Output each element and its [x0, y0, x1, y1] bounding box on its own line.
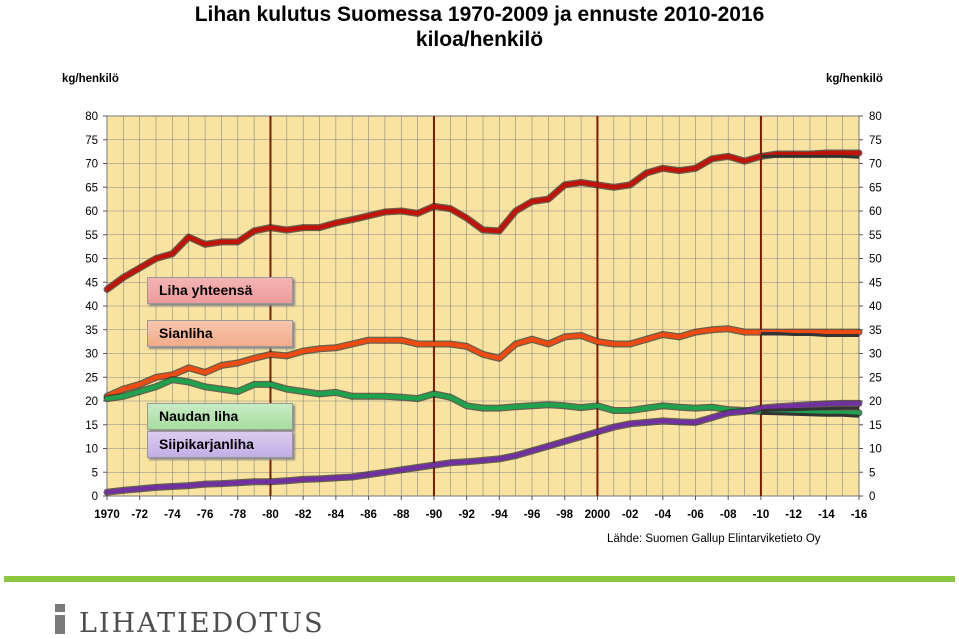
- x-tick-label: -94: [491, 509, 508, 521]
- y-tick-label-right: 35: [869, 325, 882, 337]
- x-tick-label: -72: [131, 509, 148, 521]
- y-tick-label-right: 65: [869, 182, 882, 194]
- logo-mark-icon: [55, 604, 65, 634]
- y-tick-label-right: 55: [869, 230, 882, 242]
- x-tick-label: -02: [622, 509, 639, 521]
- y-tick-label: 60: [85, 206, 98, 218]
- y-tick-label-right: 5: [869, 467, 875, 479]
- series-pork-line: [104, 326, 862, 399]
- logo-text: LIHATIEDOTUS: [79, 608, 325, 639]
- x-tick-label: -16: [851, 509, 868, 521]
- x-tick-label: -14: [818, 509, 835, 521]
- x-tick-label: -78: [229, 509, 246, 521]
- x-tick-label: -06: [687, 509, 704, 521]
- series-total-line-forecast: [760, 154, 860, 159]
- y-tick-label-right: 80: [869, 111, 882, 123]
- y-tick-label-right: 10: [869, 444, 882, 456]
- series-poultry-line: [104, 401, 862, 495]
- x-tick-label: -12: [785, 509, 802, 521]
- y-tick-label: 15: [85, 420, 98, 432]
- y-tick-label-right: 15: [869, 420, 882, 432]
- y-tick-label: 10: [85, 444, 98, 456]
- y-tick-label-right: 70: [869, 159, 882, 171]
- y-tick-label-right: 25: [869, 372, 882, 384]
- x-tick-label: -84: [328, 509, 345, 521]
- x-tick-label: -86: [360, 509, 377, 521]
- series-total-line: [104, 150, 862, 292]
- legend-label-poultry: Siipikarjanliha: [147, 431, 293, 458]
- y-tick-label-right: 60: [869, 206, 882, 218]
- x-tick-label: -74: [164, 509, 181, 521]
- y-tick-label: 40: [85, 301, 98, 313]
- y-tick-label: 75: [85, 135, 98, 147]
- y-axis-label-left: kg/henkilö: [62, 73, 119, 85]
- x-tick-label: -82: [295, 509, 312, 521]
- x-tick-label: -08: [720, 509, 737, 521]
- y-tick-label-right: 40: [869, 301, 882, 313]
- y-tick-label-right: 50: [869, 254, 882, 266]
- y-tick-label: 35: [85, 325, 98, 337]
- x-tick-label: -90: [426, 509, 443, 521]
- x-tick-label: -96: [524, 509, 541, 521]
- y-tick-label: 25: [85, 372, 98, 384]
- source-note: Lähde: Suomen Gallup Elintarviketieto Oy: [607, 533, 821, 545]
- y-tick-label-right: 0: [869, 491, 875, 503]
- x-tick-label: 2000: [585, 509, 611, 521]
- y-tick-label: 45: [85, 277, 98, 289]
- x-tick-label: -88: [393, 509, 410, 521]
- series-beef-line-forecast: [760, 411, 860, 418]
- y-tick-label-right: 20: [869, 396, 882, 408]
- y-tick-label: 55: [85, 230, 98, 242]
- series-poultry-line-forecast: [760, 406, 859, 412]
- y-tick-label: 20: [85, 396, 98, 408]
- title-line-2: kiloa/henkilö: [415, 28, 544, 51]
- legend-label-total: Liha yhteensä: [147, 277, 293, 304]
- y-tick-label: 0: [92, 491, 98, 503]
- y-tick-label-right: 75: [869, 135, 882, 147]
- title-line-1: Lihan kulutus Suomessa 1970-2009 ja ennu…: [194, 3, 765, 26]
- accent-band: [4, 576, 955, 582]
- legend-label-beef: Naudan liha: [147, 403, 293, 430]
- chart-title: Lihan kulutus Suomessa 1970-2009 ja ennu…: [0, 2, 959, 52]
- x-tick-label: -10: [753, 509, 770, 521]
- y-tick-label-right: 45: [869, 277, 882, 289]
- x-tick-label: -92: [458, 509, 475, 521]
- x-tick-label: -98: [556, 509, 573, 521]
- y-tick-label: 30: [85, 349, 98, 361]
- x-tick-label: 1970: [94, 509, 120, 521]
- y-tick-label-right: 30: [869, 349, 882, 361]
- x-tick-label: -80: [262, 509, 279, 521]
- y-tick-label: 65: [85, 182, 98, 194]
- y-tick-label: 70: [85, 159, 98, 171]
- y-tick-label: 50: [85, 254, 98, 266]
- y-axis-label-right: kg/henkilö: [826, 73, 883, 85]
- x-tick-label: -76: [197, 509, 214, 521]
- x-tick-label: -04: [655, 509, 672, 521]
- series-pork-line-forecast: [760, 332, 859, 337]
- legend-label-pork: Sianliha: [147, 320, 293, 347]
- y-tick-label: 5: [92, 467, 98, 479]
- y-tick-label: 80: [85, 111, 98, 123]
